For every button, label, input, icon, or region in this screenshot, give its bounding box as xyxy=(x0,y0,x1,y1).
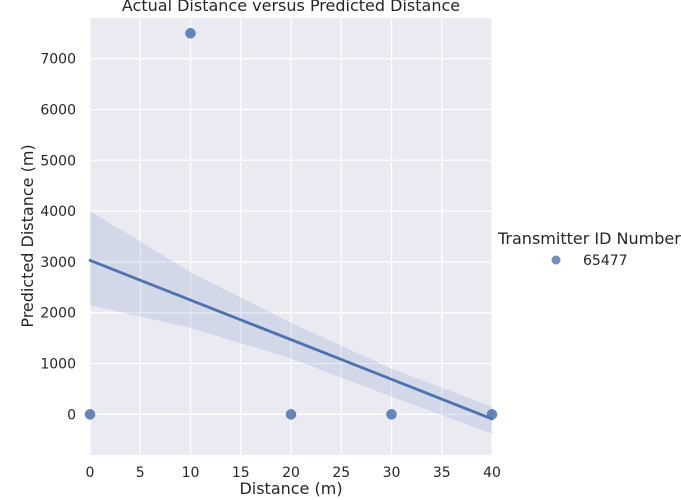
y-tick-label: 7000 xyxy=(40,52,76,68)
scatter-points xyxy=(84,27,498,420)
x-tick-labels: 0 5 10 15 20 25 30 35 40 xyxy=(86,465,501,481)
data-point xyxy=(185,27,196,39)
data-point xyxy=(386,409,397,420)
x-tick-label: 10 xyxy=(182,465,200,481)
legend-label: 65477 xyxy=(583,253,628,269)
y-axis-label: Predicted Distance (m) xyxy=(18,144,37,327)
y-tick-label: 4000 xyxy=(40,204,76,220)
x-tick-label: 30 xyxy=(383,465,401,481)
x-tick-label: 0 xyxy=(86,465,95,481)
y-tick-label: 3000 xyxy=(40,255,76,271)
y-tick-label: 1000 xyxy=(40,357,76,373)
x-axis-label: Distance (m) xyxy=(239,479,342,498)
x-tick-label: 35 xyxy=(433,465,451,481)
data-point xyxy=(84,409,96,420)
x-tick-label: 25 xyxy=(332,465,350,481)
y-tick-label: 6000 xyxy=(40,102,76,118)
regression-line xyxy=(88,258,494,421)
legend-title: Transmitter ID Number xyxy=(497,229,681,248)
x-tick-label: 5 xyxy=(136,465,145,481)
x-tick-label: 20 xyxy=(282,465,300,481)
y-tick-label: 2000 xyxy=(40,306,76,322)
legend-marker xyxy=(551,255,561,265)
x-tick-label: 15 xyxy=(232,465,250,481)
x-tick-label: 40 xyxy=(483,465,501,481)
data-point xyxy=(486,409,498,420)
y-tick-labels: 0 1000 2000 3000 4000 5000 6000 7000 xyxy=(40,52,76,424)
chart-title: Actual Distance versus Predicted Distanc… xyxy=(122,0,460,15)
y-tick-label: 0 xyxy=(67,407,76,423)
y-tick-label: 5000 xyxy=(40,153,76,169)
data-point xyxy=(285,409,297,420)
